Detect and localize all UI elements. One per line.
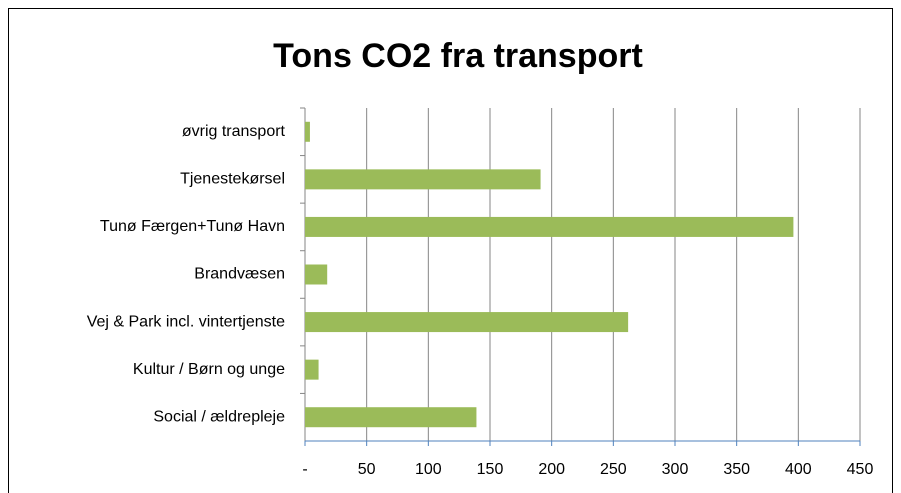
bar — [305, 312, 629, 333]
bar — [305, 359, 319, 380]
x-tick-label: 450 — [847, 461, 874, 478]
y-tick-label: Vej & Park incl. vintertjenste — [87, 313, 285, 330]
x-tick-label: 300 — [662, 461, 689, 478]
bar — [305, 169, 541, 190]
y-tick-label: Tjenestekørsel — [180, 171, 285, 188]
bar — [305, 121, 310, 142]
x-tick-label: 150 — [477, 461, 504, 478]
x-tick-label: 100 — [415, 461, 442, 478]
chart-title: Tons CO2 fra transport — [273, 37, 643, 75]
x-tick-label: 50 — [358, 461, 376, 478]
bar — [305, 264, 328, 285]
x-tick-label: 200 — [538, 461, 565, 478]
y-tick-label: Tunø Færgen+Tunø Havn — [100, 218, 285, 235]
x-tick-label: - — [302, 461, 307, 478]
bar — [305, 407, 477, 428]
y-tick-label: Social / ældrepleje — [153, 408, 285, 425]
bar — [305, 216, 794, 237]
y-tick-label: Kultur / Børn og unge — [133, 361, 285, 378]
x-tick-label: 350 — [723, 461, 750, 478]
x-tick-label: 250 — [600, 461, 627, 478]
y-tick-label: Brandvæsen — [194, 266, 285, 283]
x-tick-label: 400 — [785, 461, 812, 478]
y-tick-label: øvrig transport — [182, 123, 286, 140]
